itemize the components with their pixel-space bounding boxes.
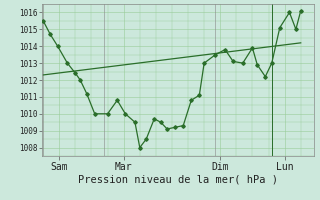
X-axis label: Pression niveau de la mer( hPa ): Pression niveau de la mer( hPa )	[77, 174, 278, 184]
